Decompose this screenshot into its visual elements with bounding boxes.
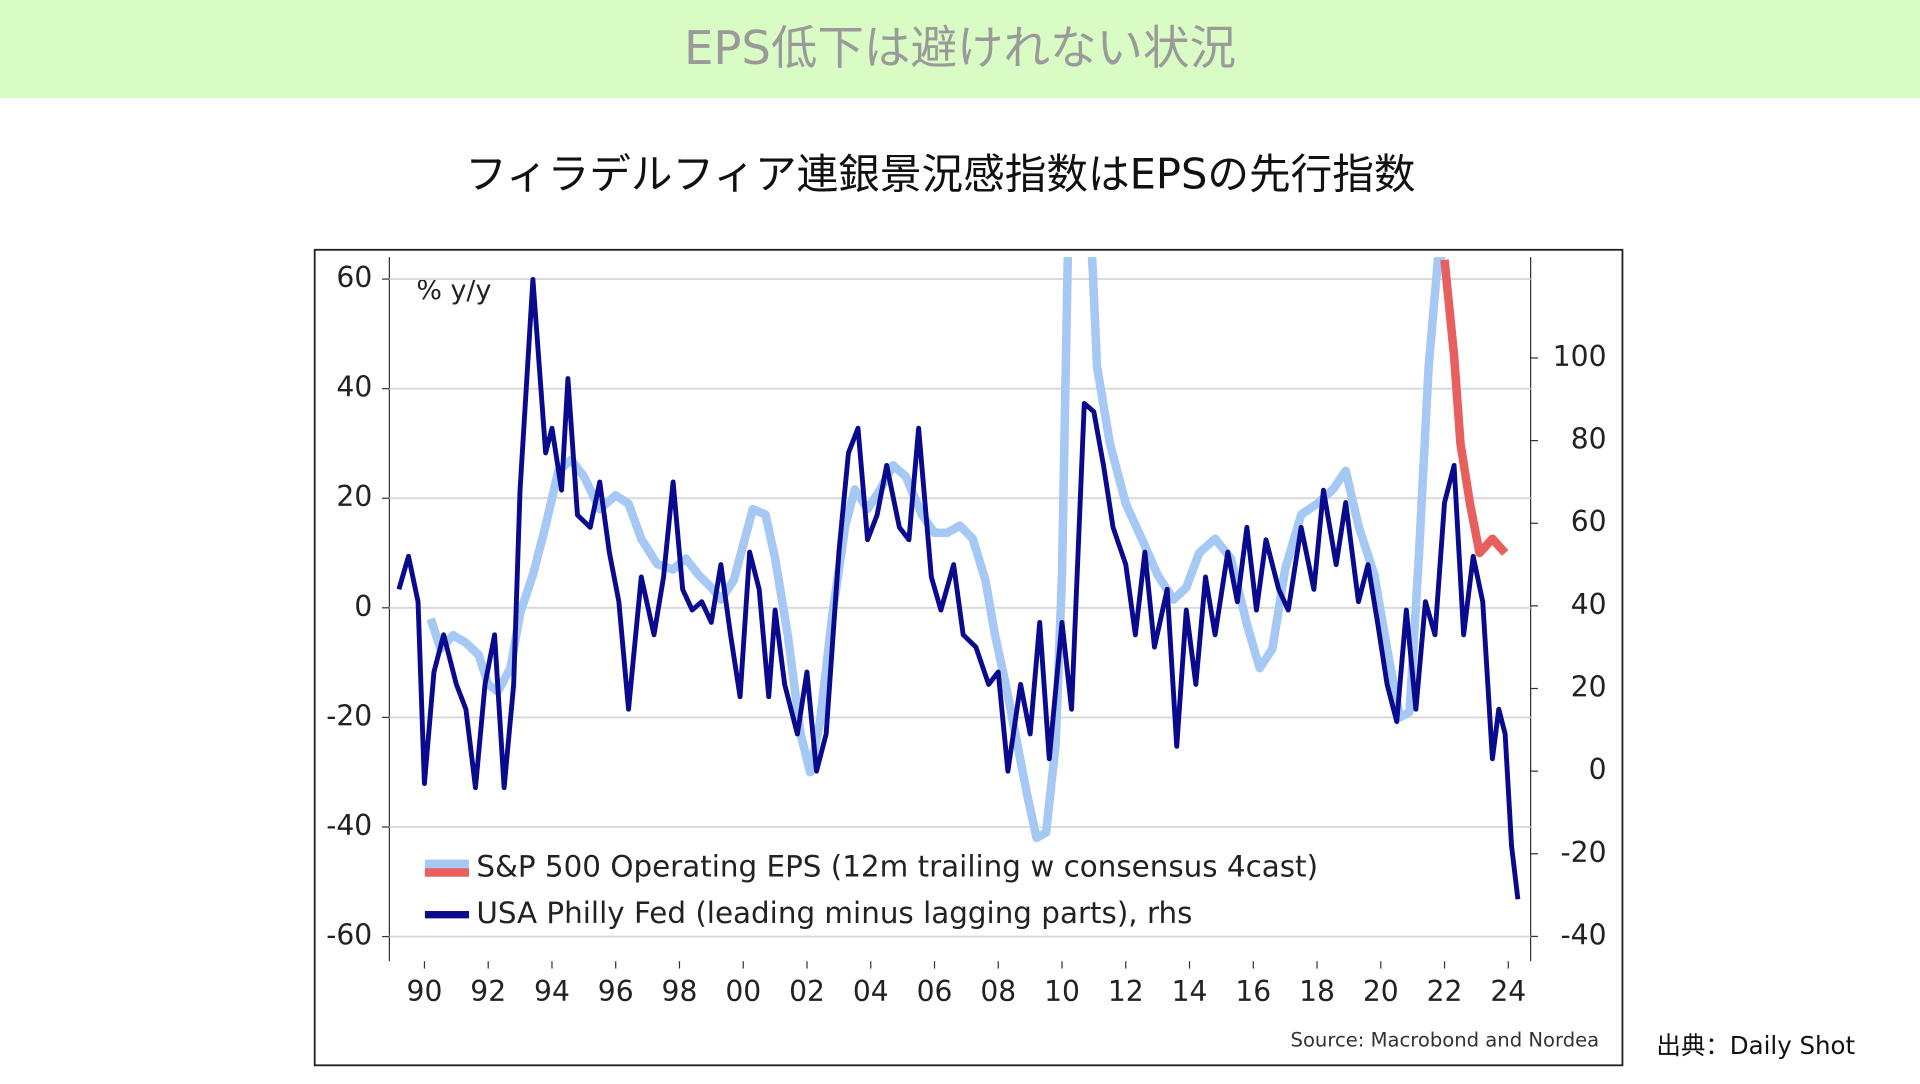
y2-tick-label: -20 [1561, 836, 1607, 869]
source: Source: Macrobond and Nordea [1291, 1028, 1600, 1051]
plot-area [396, 257, 1521, 900]
y-tick-label: 20 [336, 480, 372, 513]
y2-tick-label: 40 [1571, 588, 1607, 621]
x-tick-label: 12 [1108, 975, 1144, 1008]
y-tick-label: -20 [326, 699, 372, 732]
x-tick-label: 08 [980, 975, 1016, 1008]
y2-tick-label: 60 [1571, 505, 1607, 538]
legend-swatch [424, 859, 469, 869]
annotation: % y/y [416, 275, 491, 306]
x-tick-label: 22 [1427, 975, 1463, 1008]
x-tick-label: 96 [598, 975, 634, 1008]
x-tick-label: 24 [1490, 975, 1526, 1008]
y-tick-label: -60 [326, 919, 372, 952]
y2-tick-label: 0 [1589, 753, 1607, 786]
y-tick-label: -40 [326, 809, 372, 842]
x-tick-label: 06 [917, 975, 953, 1008]
slide-title: EPS低下は避けれない状況 [684, 21, 1236, 75]
series-line [1440, 259, 1509, 558]
y2-tick-label: 20 [1571, 671, 1607, 704]
x-tick-label: 10 [1044, 975, 1080, 1008]
y2-tick-label: -40 [1561, 918, 1607, 951]
x-tick-label: 92 [470, 975, 506, 1008]
x-tick-label: 18 [1299, 975, 1335, 1008]
legend-label: USA Philly Fed (leading minus lagging pa… [476, 896, 1192, 930]
y-tick-label: 40 [336, 371, 372, 404]
banner [0, 0, 1920, 98]
x-tick-label: 94 [534, 975, 570, 1008]
x-tick-label: 98 [662, 975, 698, 1008]
x-tick-label: 04 [853, 975, 889, 1008]
x-tick-label: 02 [789, 975, 825, 1008]
legend-swatch [424, 868, 469, 877]
credit: 出典：Daily Shot [1656, 1031, 1855, 1060]
series-line [396, 276, 1521, 900]
y-tick-label: 60 [336, 261, 372, 294]
y-tick-label: 0 [354, 590, 372, 623]
x-tick-label: 90 [407, 975, 443, 1008]
x-tick-label: 16 [1235, 975, 1271, 1008]
legend-label: S&P 500 Operating EPS (12m trailing w co… [476, 850, 1318, 884]
y2-tick-label: 100 [1553, 340, 1607, 373]
y2-tick-label: 80 [1571, 423, 1607, 456]
x-tick-label: 00 [725, 975, 761, 1008]
legend-swatch [424, 911, 469, 919]
x-tick-label: 20 [1363, 975, 1399, 1008]
x-tick-label: 14 [1172, 975, 1208, 1008]
chart-title: フィラデルフィア連銀景況感指数はEPSの先行指数 [465, 150, 1415, 199]
